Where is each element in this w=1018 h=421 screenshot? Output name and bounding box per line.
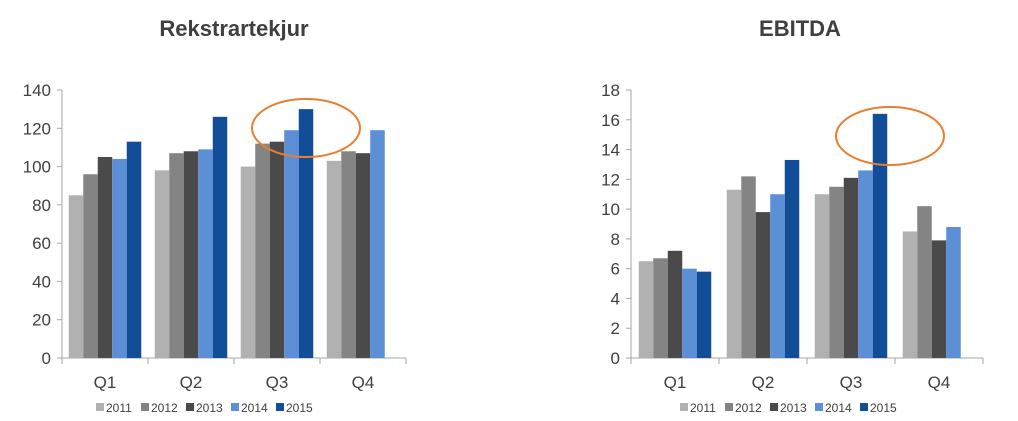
- bar-2012-q1: [83, 174, 98, 358]
- y-tick-label: 14: [601, 141, 620, 160]
- bar-2013-q1: [667, 250, 683, 358]
- bar-2011-q3: [814, 194, 830, 358]
- y-tick-label: 12: [601, 170, 620, 189]
- legend-swatch-2014: [231, 403, 239, 411]
- bar-2011-q2: [154, 170, 170, 358]
- bar-2013-q3: [843, 177, 859, 358]
- legend-label-2014: 2014: [825, 401, 852, 415]
- legend-swatch-2011: [680, 403, 688, 411]
- legend-swatch-2013: [186, 403, 194, 411]
- legend: 2011 2012 2013 2014 2015: [680, 401, 897, 415]
- x-tick-label: Q2: [752, 373, 775, 392]
- y-tick-label: 40: [32, 272, 51, 291]
- x-tick-label: Q3: [840, 373, 863, 392]
- bar-2014-q1: [112, 158, 127, 358]
- y-tick-label: 0: [611, 349, 620, 368]
- legend-label-2015: 2015: [870, 401, 897, 415]
- legend-label-2015: 2015: [286, 401, 313, 415]
- bar-2013-q3: [269, 141, 285, 358]
- bar-2011-q3: [240, 166, 256, 358]
- legend: 2011 2012 2013 2014 2015: [96, 401, 313, 415]
- legend-swatch-2012: [141, 403, 149, 411]
- bar-2011-q2: [726, 189, 742, 358]
- bar-2013-q4: [355, 153, 371, 358]
- bar-2015-q3: [872, 113, 888, 358]
- bar-2014-q3: [284, 130, 299, 358]
- legend-label-2011: 2011: [690, 401, 716, 415]
- x-tick-label: Q4: [352, 373, 375, 392]
- y-tick-label: 16: [601, 111, 620, 130]
- legend-label-2013: 2013: [780, 401, 807, 415]
- legend-swatch-2012: [725, 403, 733, 411]
- chart-title: EBITDA: [759, 16, 841, 41]
- y-tick-label: 0: [42, 349, 51, 368]
- bar-2014-q2: [770, 194, 785, 358]
- x-tick-label: Q3: [266, 373, 289, 392]
- y-tick-label: 2: [611, 319, 620, 338]
- legend-label-2014: 2014: [241, 401, 268, 415]
- x-tick-label: Q1: [664, 373, 687, 392]
- bar-2015-q1: [126, 141, 142, 358]
- chart-title: Rekstrartekjur: [159, 16, 309, 41]
- bar-2013-q1: [97, 157, 113, 358]
- y-tick-label: 80: [32, 196, 51, 215]
- legend-label-2013: 2013: [196, 401, 223, 415]
- bar-2011-q1: [638, 261, 654, 358]
- bar-2015-q3: [298, 109, 314, 359]
- bar-2012-q4: [341, 151, 356, 358]
- highlight-ellipse: [835, 106, 945, 166]
- bar-2013-q2: [755, 212, 771, 358]
- y-tick-label: 60: [32, 234, 51, 253]
- y-tick-label: 10: [601, 200, 620, 219]
- x-tick-label: Q1: [94, 373, 117, 392]
- bar-2014-q1: [682, 268, 697, 358]
- highlight-ellipse: [251, 98, 361, 158]
- bar-2012-q1: [653, 258, 668, 358]
- y-tick-label: 100: [23, 158, 51, 177]
- x-tick-label: Q2: [180, 373, 203, 392]
- bar-2012-q2: [741, 176, 756, 358]
- legend-swatch-2014: [815, 403, 823, 411]
- legend-label-2012: 2012: [735, 401, 762, 415]
- bar-2015-q2: [212, 116, 228, 358]
- bar-2012-q4: [917, 206, 932, 358]
- bar-2014-q4: [946, 226, 961, 358]
- bar-2011-q1: [68, 195, 84, 358]
- y-tick-label: 4: [611, 289, 620, 308]
- bar-2012-q3: [255, 143, 270, 358]
- bar-2011-q4: [902, 231, 918, 358]
- x-tick-label: Q4: [928, 373, 951, 392]
- bar-2012-q2: [169, 153, 184, 358]
- y-tick-label: 8: [611, 230, 620, 249]
- y-tick-label: 18: [601, 81, 620, 100]
- legend-swatch-2015: [860, 403, 868, 411]
- y-tick-label: 120: [23, 119, 51, 138]
- bar-2011-q4: [326, 160, 342, 358]
- legend-swatch-2011: [96, 403, 104, 411]
- bar-2014-q2: [198, 149, 213, 358]
- bar-2015-q1: [696, 271, 712, 358]
- legend-label-2011: 2011: [106, 401, 132, 415]
- bar-2015-q2: [784, 159, 800, 358]
- y-tick-label: 6: [611, 260, 620, 279]
- legend-swatch-2013: [770, 403, 778, 411]
- bar-2013-q2: [183, 151, 199, 358]
- bar-2012-q3: [829, 186, 844, 358]
- y-tick-label: 140: [23, 81, 51, 100]
- bar-2014-q4: [370, 130, 385, 358]
- bar-2013-q4: [931, 240, 947, 358]
- legend-label-2012: 2012: [151, 401, 178, 415]
- legend-swatch-2015: [276, 403, 284, 411]
- y-tick-label: 20: [32, 311, 51, 330]
- revenue-chart: Rekstrartekjur 0 20 40 60 80 100 120 140 Q1 Q2 Q3 Q…: [23, 16, 407, 415]
- bar-2014-q3: [858, 170, 873, 358]
